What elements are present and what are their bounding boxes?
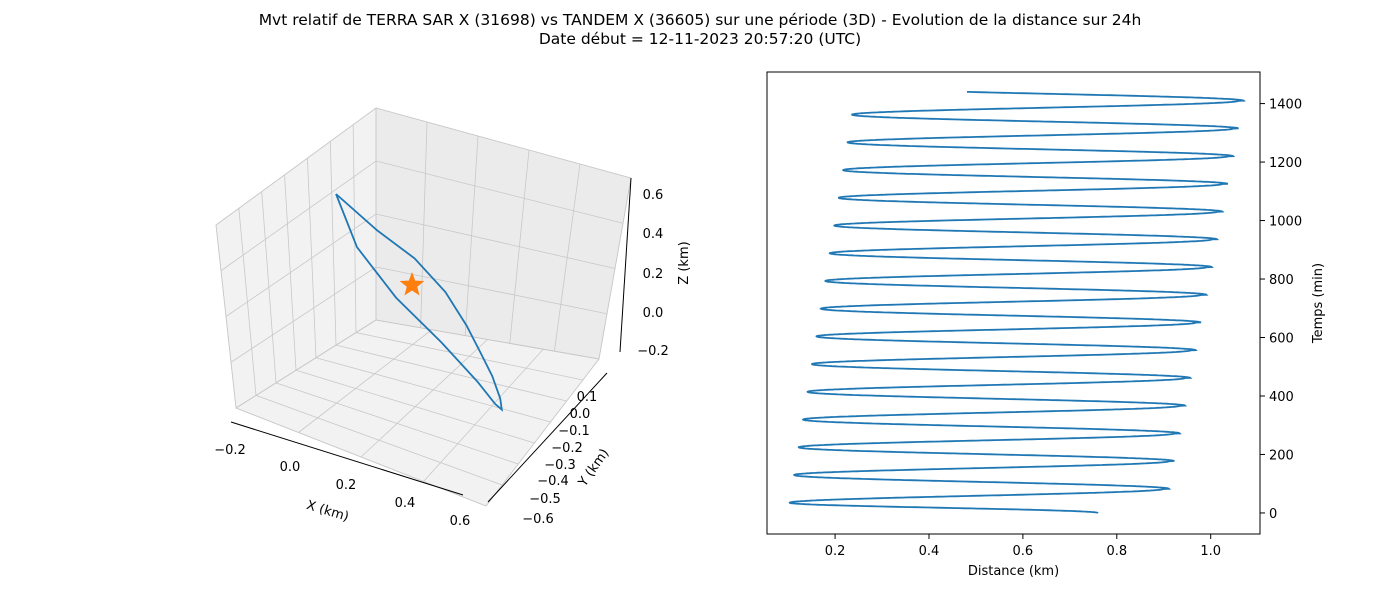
x-tick-label: 0.2: [825, 544, 846, 559]
z-axis-label: Z (km): [677, 241, 692, 284]
x-axis-label: X (km): [305, 498, 351, 525]
grid-3d: [215, 107, 632, 507]
grid-line: [230, 266, 608, 363]
x-tick-label: 0.8: [1106, 544, 1127, 559]
y-tick-label: 0.0: [570, 407, 591, 422]
y-tick-label: −0.6: [522, 512, 554, 527]
grid-line: [423, 348, 544, 482]
figure-title-line-1: Mvt relatif de TERRA SAR X (31698) vs TA…: [259, 11, 1142, 29]
z-tick-label: 0.4: [643, 227, 664, 242]
y-tick-label: 800: [1269, 273, 1294, 288]
chart-distance-vs-time: 0.2 0.4 0.6 0.8 1.0 0 200 400 600 800 1000 1200 140…: [766, 71, 1326, 579]
grid-line: [255, 395, 503, 486]
y-tick-label: −0.5: [529, 492, 561, 507]
y-axis-label-time: Temps (min): [1311, 263, 1326, 344]
grid-line: [235, 407, 487, 507]
x-tick-label: −0.2: [214, 443, 246, 458]
y-axis-ticks: 0 200 400 600 800 1000 1200 1400: [1260, 98, 1302, 522]
distance-series-line: [788, 91, 1246, 514]
grid-line: [355, 332, 583, 381]
grid-line: [315, 357, 551, 423]
x-tick-label: 0.0: [280, 460, 301, 475]
z-tick-label: 0.0: [643, 306, 664, 321]
x-tick-label: 0.6: [450, 514, 471, 529]
pane-back-right: [375, 107, 632, 360]
grid-line: [485, 358, 600, 507]
x-tick-label: 0.4: [919, 544, 940, 559]
y-tick-label: 1000: [1269, 215, 1302, 230]
grid-line: [360, 339, 488, 458]
grid-line: [295, 369, 535, 444]
figure-title-line-2: Date début = 12-11-2023 20:57:20 (UTC): [539, 30, 861, 48]
y-tick-label: 400: [1269, 390, 1294, 405]
grid-line: [225, 213, 616, 317]
x-axis-line: [230, 421, 464, 496]
x-tick-label: 1.0: [1200, 544, 1221, 559]
y-tick-label: −0.3: [544, 458, 576, 473]
grid-line: [235, 319, 377, 409]
y-tick-label: 200: [1269, 448, 1294, 463]
x-axis-label-distance: Distance (km): [968, 564, 1059, 579]
trajectory-line-3d: [335, 193, 504, 412]
y-tick-label: 1200: [1269, 156, 1302, 171]
z-tick-label: 0.2: [643, 267, 664, 282]
y-tick-label: −0.4: [537, 474, 569, 489]
x-tick-label: 0.6: [1013, 544, 1034, 559]
y-tick-label: 0: [1269, 507, 1277, 522]
chart-3d-trajectory: −0.2 0.0 0.2 0.4 0.6 −0.6 −0.5 −0.4−0.3 −0.2 −0.1…: [214, 107, 692, 529]
grid-line: [220, 160, 624, 272]
y-tick-label: 0.1: [577, 390, 598, 405]
y-tick-label: 600: [1269, 332, 1294, 347]
grid-line: [275, 382, 519, 465]
y-tick-label: 1400: [1269, 98, 1302, 113]
tick-labels-3d: −0.2 0.0 0.2 0.4 0.6 −0.6 −0.5 −0.4−0.3 −0.2 −0.1…: [214, 188, 669, 529]
y-tick-label: −0.1: [558, 424, 590, 439]
axes-3d: [230, 177, 632, 503]
grid-line: [335, 344, 567, 402]
y-tick-label: −0.2: [551, 441, 583, 456]
y-axis-line: [487, 372, 608, 503]
x-tick-label: 0.2: [336, 478, 357, 493]
z-tick-label: −0.2: [637, 344, 669, 359]
x-tick-label: 0.4: [395, 496, 416, 511]
z-axis-line: [619, 177, 632, 353]
grid-line: [298, 329, 432, 433]
grid-line: [215, 107, 632, 226]
star-marker: [399, 272, 425, 296]
grid-line: [375, 319, 600, 360]
plot-frame: [766, 71, 1261, 535]
x-axis-ticks: 0.2 0.4 0.6 0.8 1.0: [825, 534, 1221, 559]
z-tick-label: 0.6: [643, 188, 664, 203]
